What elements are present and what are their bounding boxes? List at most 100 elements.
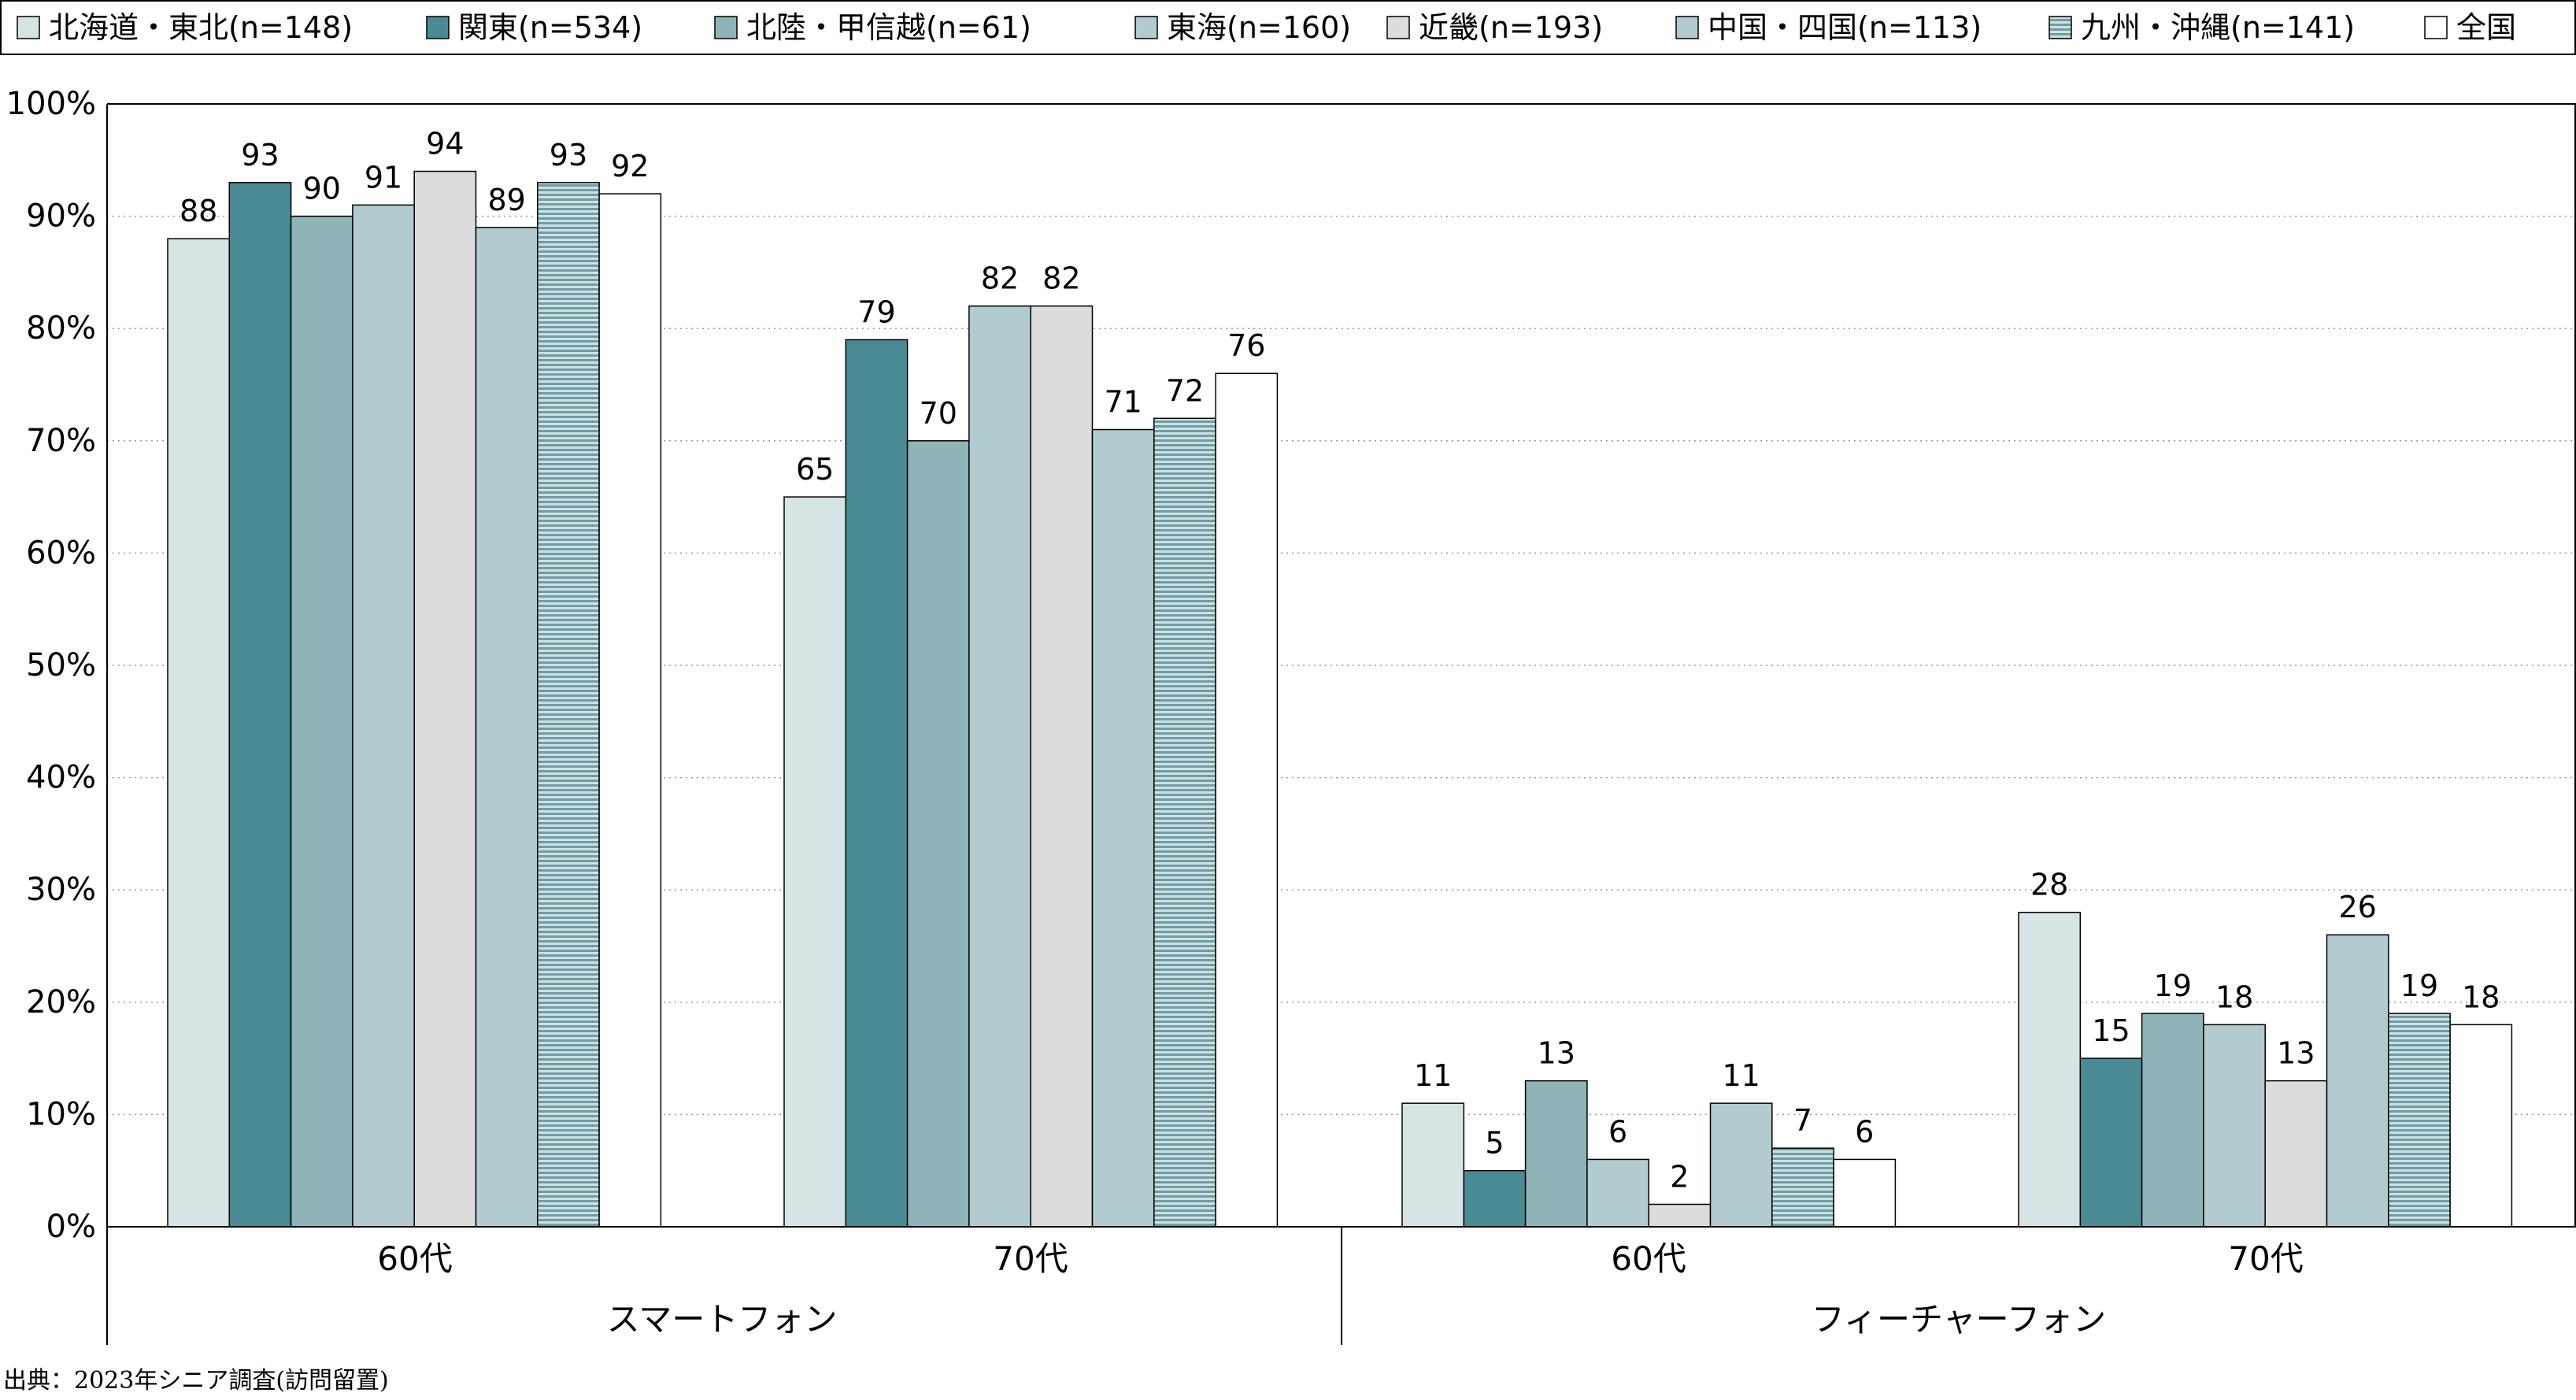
bar [413, 170, 477, 1228]
data-label: 82 [1042, 261, 1080, 296]
y-tick-label: 80% [26, 310, 96, 346]
bar [475, 227, 539, 1228]
x-group-label: フィーチャーフォン [1812, 1300, 2106, 1339]
y-tick-label: 90% [26, 198, 96, 235]
bar [2326, 934, 2389, 1228]
legend-item: 九州・沖縄(n=141) [2049, 10, 2355, 45]
bar [1648, 1203, 1712, 1228]
data-label: 7 [1793, 1103, 1812, 1138]
data-label: 26 [2338, 890, 2376, 924]
legend-swatch [426, 16, 450, 39]
bar [1524, 1080, 1588, 1228]
bar [1215, 372, 1279, 1228]
data-label: 72 [1166, 373, 1204, 408]
legend-label: 九州・沖縄(n=141) [2081, 10, 2355, 45]
x-subgroup-label: 60代 [1611, 1239, 1686, 1278]
legend-label: 近畿(n=193) [1419, 10, 1603, 45]
legend-item: 北海道・東北(n=148) [17, 10, 353, 45]
data-label: 13 [1538, 1036, 1575, 1071]
data-label: 6 [1855, 1114, 1874, 1149]
bar [906, 440, 970, 1228]
data-label: 13 [2277, 1036, 2315, 1071]
data-label: 82 [981, 261, 1019, 296]
bar [2449, 1024, 2513, 1228]
data-label: 79 [857, 294, 895, 329]
bar [352, 204, 415, 1228]
bar [845, 339, 909, 1228]
data-label: 88 [180, 194, 217, 228]
legend-swatch [17, 16, 40, 39]
legend-item: 関東(n=534) [426, 10, 642, 45]
source-note: 出典：2023年シニア調査(訪問留置) [3, 1367, 389, 1394]
legend-label: 関東(n=534) [458, 10, 642, 45]
data-label: 70 [920, 396, 957, 431]
legend-swatch [1675, 16, 1699, 39]
data-label: 92 [611, 149, 649, 183]
legend-label: 北陸・甲信越(n=61) [746, 10, 1031, 45]
bar [598, 193, 662, 1228]
data-label: 2 [1670, 1159, 1689, 1194]
bar [290, 215, 353, 1228]
bar [1153, 417, 1216, 1228]
bar [968, 305, 1031, 1228]
x-subgroup-label: 60代 [377, 1239, 452, 1278]
data-label: 93 [241, 138, 279, 172]
x-group-label: スマートフォン [607, 1300, 838, 1339]
bar [2388, 1013, 2451, 1228]
y-tick-label: 10% [26, 1096, 96, 1132]
y-tick-labels: 0% 10% 20% 30% 40% 50% 60% 70% 80% 90% 100% [6, 86, 96, 1245]
legend-swatch [1386, 16, 1410, 39]
data-label: 89 [487, 183, 525, 217]
bar [2264, 1080, 2328, 1228]
chart-legend: 北海道・東北(n=148) 関東(n=534) 北陸・甲信越(n=61) 東海(n=1… [0, 0, 2576, 55]
bar [2079, 1057, 2143, 1228]
y-tick-label: 70% [26, 423, 96, 459]
data-label: 15 [2092, 1013, 2130, 1048]
bar [1401, 1102, 1465, 1228]
bar [167, 238, 231, 1228]
legend-item: 近畿(n=193) [1386, 10, 1603, 45]
y-tick-label: 30% [26, 872, 96, 908]
y-tick-label: 0% [46, 1209, 96, 1245]
bar [2141, 1013, 2204, 1228]
x-subgroup-label: 70代 [993, 1239, 1068, 1278]
bar [1030, 305, 1094, 1228]
data-label: 28 [2030, 868, 2068, 902]
data-label: 18 [2215, 980, 2253, 1014]
bar [228, 182, 292, 1228]
bar [1833, 1158, 1897, 1228]
data-label: 19 [2400, 969, 2438, 1003]
data-label: 91 [365, 160, 402, 194]
bar [1586, 1158, 1649, 1228]
legend-label: 東海(n=160) [1167, 10, 1351, 45]
bar [2018, 911, 2082, 1228]
legend-swatch [714, 16, 738, 39]
data-label: 93 [550, 138, 587, 172]
legend-item: 中国・四国(n=113) [1675, 10, 1982, 45]
data-label: 19 [2154, 969, 2192, 1003]
y-tick-label: 100% [6, 86, 96, 122]
y-tick-label: 60% [26, 535, 96, 571]
data-label: 5 [1485, 1126, 1504, 1161]
bar [1709, 1102, 1773, 1228]
bar [783, 496, 847, 1228]
bars [167, 170, 2513, 1228]
legend-label: 中国・四国(n=113) [1708, 10, 1982, 45]
y-tick-label: 20% [26, 984, 96, 1020]
legend-item: 全国 [2424, 10, 2516, 45]
data-label: 65 [796, 452, 834, 487]
legend-label: 北海道・東北(n=148) [49, 10, 353, 45]
legend-swatch [1134, 16, 1158, 39]
bar [1771, 1147, 1834, 1228]
axes [106, 103, 2576, 1345]
data-label: 18 [2462, 980, 2500, 1014]
legend-swatch [2424, 16, 2448, 39]
data-label: 71 [1104, 385, 1142, 420]
data-label: 11 [1722, 1058, 1760, 1093]
bar [2203, 1024, 2266, 1228]
bar [537, 182, 600, 1228]
data-label: 11 [1414, 1058, 1452, 1093]
